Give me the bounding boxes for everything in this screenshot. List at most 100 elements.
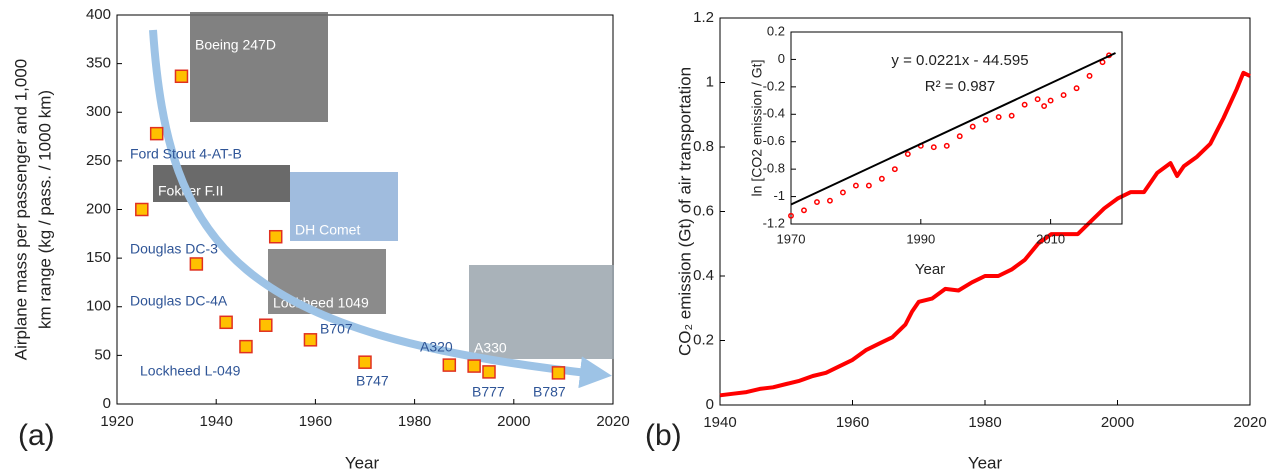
point-label: Lockheed L-049 [140,363,241,379]
data-point [1060,92,1067,99]
plot-frame [790,31,1123,225]
y-tick-label: 250 [86,152,111,169]
y-tick-label: 0 [103,395,111,412]
y-tick-label: 0.2 [693,331,714,348]
photo [268,249,386,314]
x-axis-title: Year [968,453,1003,472]
x-tick-label: 2010 [1036,231,1065,246]
data-point [839,189,846,196]
point-label: Douglas DC-3 [130,241,218,257]
x-tick-label: 1990 [906,231,935,246]
data-point [268,229,283,244]
data-point [982,116,989,123]
data-point [467,359,481,373]
x-tick-label: 2020 [596,413,629,430]
y-tick-label: 400 [86,6,111,23]
data-point [801,207,807,214]
x-tick-label: 1920 [100,413,133,430]
photo-label: Boeing 247D [195,37,276,53]
panel-label: (b) [645,419,682,452]
point-label: B747 [356,373,389,389]
point-label: Ford Stout 4-AT-B [130,146,242,162]
data-point [891,166,898,173]
data-point [1047,97,1054,104]
y-tick-label: 0.6 [693,202,714,219]
y-tick-label: 200 [86,200,111,217]
y-axis-title: ln [CO2 emission / Gt] [749,60,765,197]
y-tick-label: 100 [86,298,111,315]
y-tick-label: -0.2 [763,78,785,93]
y-tick-label: 1 [706,73,714,90]
trend-equation: y = 0.0221x - 44.595 [891,52,1028,69]
data-point [969,123,976,130]
data-point [189,257,204,271]
data-point [930,144,937,151]
x-tick-label: 2000 [497,413,530,430]
y-tick-label: -1 [773,188,785,203]
data-point [943,142,950,149]
data-point [482,365,496,379]
y-tick-label: 0.8 [693,138,714,155]
point-label: B787 [533,384,566,400]
y-tick-label: 0.2 [767,23,785,38]
data-point [1034,96,1041,103]
y-tick-label: 150 [86,249,111,266]
y-tick-label: -1.2 [763,215,785,230]
data-point [814,199,820,206]
photo [190,12,328,122]
x-tick-label: 2000 [1101,414,1134,431]
data-point [442,358,457,372]
data-point [788,212,794,219]
trend-r2: R² = 0.987 [925,78,995,95]
trend-line [790,52,1116,206]
data-point [1008,112,1015,119]
data-point [1086,72,1093,79]
y-tick-label: 350 [86,55,111,72]
photo-label: A330 [474,340,507,356]
point-label: A320 [420,339,453,355]
data-point [1021,101,1028,108]
y-tick-label: -0.6 [763,133,785,148]
y-axis-title: CO₂ emission (Gt) of air transportation [675,67,694,356]
y-tick-label: 0.4 [693,267,714,284]
x-tick-label: 1980 [968,414,1001,431]
photo [469,265,614,359]
x-tick-label: 1940 [703,414,736,431]
x-tick-label: 1960 [836,414,869,431]
data-point [174,69,189,84]
y-tick-label: 50 [94,346,111,363]
point-label: Douglas DC-4A [130,293,228,309]
y-axis-title: km range (kg / pass. / 1000 km) [35,90,54,329]
x-tick-label: 1970 [777,231,806,246]
data-point [259,318,273,332]
data-point [956,133,963,140]
y-tick-label: 300 [86,103,111,120]
data-point [358,355,372,369]
plot-frame [719,17,1251,406]
y-axis-title: Airplane mass per passenger and 1,000 [11,59,30,360]
y-tick-label: 1.2 [693,9,714,26]
data-point [852,182,859,189]
x-tick-label: 1980 [398,413,431,430]
data-point [878,175,885,182]
data-point [135,202,149,217]
data-point [149,126,164,141]
x-tick-label: 2020 [1233,414,1266,431]
data-point [303,333,318,347]
point-label: B777 [472,384,505,400]
data-point [551,366,566,380]
data-point [904,151,911,158]
data-point [826,197,833,204]
data-point [1073,85,1080,92]
data-point [239,339,253,354]
trend-arrow [149,29,612,389]
x-tick-label: 1960 [299,413,332,430]
data-point [1041,103,1048,110]
photo-label: DH Comet [295,222,360,238]
data-point [865,182,872,189]
point-label: B707 [320,321,353,337]
y-tick-label: -0.8 [763,161,785,176]
panel-label: (a) [18,419,55,452]
